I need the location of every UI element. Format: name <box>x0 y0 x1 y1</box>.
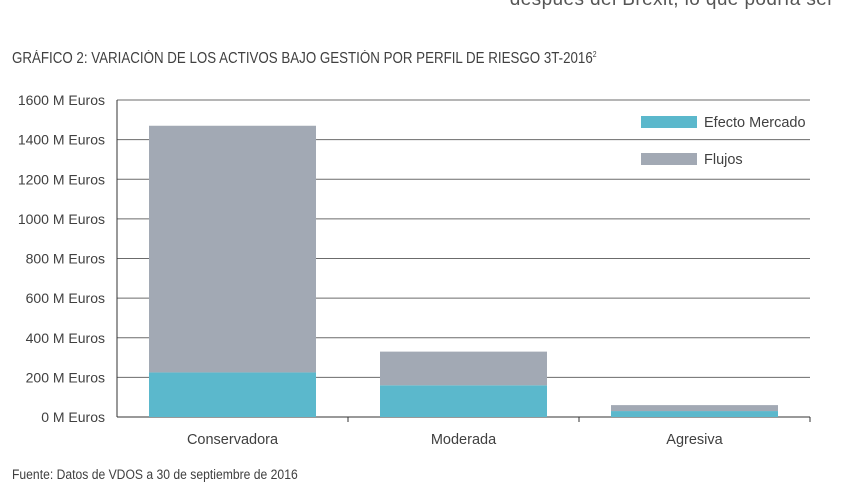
bar-efecto-mercado-conservadora <box>149 372 316 417</box>
bar-flujos-agresiva <box>611 405 778 412</box>
y-tick-label: 600 M Euros <box>26 290 105 306</box>
x-tick-label: Conservadora <box>187 432 279 448</box>
y-tick-label: 200 M Euros <box>26 369 105 385</box>
legend-label: Efecto Mercado <box>704 115 806 131</box>
y-tick-label: 800 M Euros <box>26 251 105 267</box>
chart-title-text: GRÁFICO 2: VARIACIÓN DE LOS ACTIVOS BAJO… <box>12 50 593 68</box>
y-tick-label: 1600 M Euros <box>18 92 105 108</box>
legend-swatch-flujos <box>641 153 697 165</box>
y-tick-label: 0 M Euros <box>41 409 105 425</box>
x-tick-label: Moderada <box>431 432 497 448</box>
y-tick-label: 1400 M Euros <box>18 132 105 148</box>
legend-swatch-efecto-mercado <box>641 116 697 128</box>
y-tick-label: 400 M Euros <box>26 330 105 346</box>
bar-efecto-mercado-moderada <box>380 385 547 417</box>
source-note: Fuente: Datos de VDOS a 30 de septiembre… <box>12 467 298 482</box>
y-tick-label: 1000 M Euros <box>18 211 105 227</box>
chart-title-footnote: 2 <box>592 50 597 59</box>
bar-flujos-conservadora <box>149 125 316 373</box>
bar-efecto-mercado-agresiva <box>611 411 778 417</box>
y-tick-label: 1200 M Euros <box>18 171 105 187</box>
x-tick-label: Agresiva <box>666 432 723 448</box>
top-text-fragment: después del Brexit, lo que podría ser <box>510 0 834 11</box>
chart-title: GRÁFICO 2: VARIACIÓN DE LOS ACTIVOS BAJO… <box>12 50 597 68</box>
bar-flujos-moderada <box>380 351 547 386</box>
legend-label: Flujos <box>704 152 743 168</box>
